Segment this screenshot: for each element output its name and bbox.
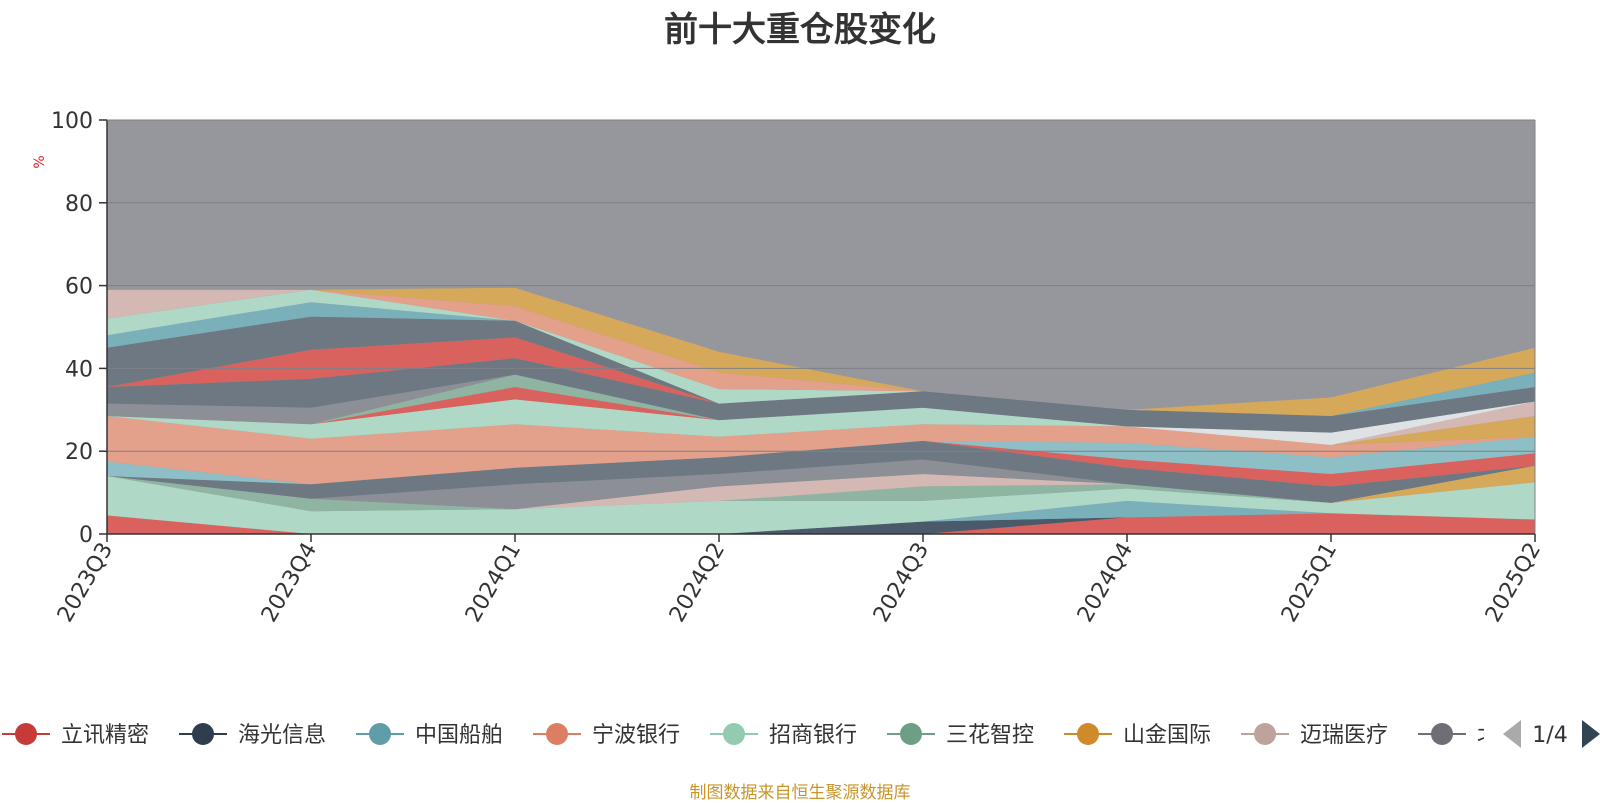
legend-marker	[15, 723, 37, 745]
legend-item[interactable]: 招商银行	[710, 723, 857, 748]
legend-label: 山金国际	[1123, 723, 1211, 748]
area-series-9[interactable]	[107, 440, 1535, 503]
axes	[106, 119, 1536, 535]
area-series-1[interactable]	[107, 513, 1535, 534]
x-tick-label: 2024Q4	[1073, 539, 1138, 627]
area-series-8[interactable]	[107, 459, 1535, 510]
x-tick-label: 2023Q4	[257, 539, 322, 627]
y-tick-label: 20	[65, 440, 93, 465]
x-tick-label: 2024Q1	[461, 539, 526, 627]
area-series-21[interactable]	[107, 337, 1535, 416]
legend-next-page-icon[interactable]	[1582, 720, 1600, 748]
legend-marker	[192, 723, 214, 745]
y-axis-label: %	[32, 155, 48, 168]
legend: 立讯精密 海光信息 中国船舶 宁波银行 招商银行 三花智控 山金国际 迈瑞医疗 北 1/4	[2, 720, 1600, 748]
y-tick-label: 80	[65, 192, 93, 217]
area-series-15[interactable]	[107, 374, 1535, 445]
legend-marker	[723, 723, 745, 745]
legend-label: 海光信息	[238, 723, 326, 748]
x-tick-label: 2025Q1	[1277, 539, 1342, 627]
area-series-23[interactable]	[107, 302, 1535, 416]
chart-title: 前十大重仓股变化	[664, 10, 936, 50]
legend-marker	[1254, 723, 1276, 745]
legend-marker	[900, 723, 922, 745]
y-tick-label: 100	[51, 109, 93, 134]
area-series-22[interactable]	[107, 316, 1535, 416]
area-series-17[interactable]	[107, 374, 1535, 445]
footer-source: 制图数据来自恒生聚源数据库	[689, 783, 911, 803]
legend-item-truncated[interactable]: 北	[1418, 723, 1499, 748]
legend-item[interactable]: 三花智控	[887, 723, 1034, 748]
legend-marker	[546, 723, 568, 745]
legend-page-indicator: 1/4	[1532, 723, 1567, 748]
legend-marker	[1431, 723, 1453, 745]
legend-label: 三花智控	[946, 723, 1034, 748]
legend-item[interactable]: 海光信息	[179, 723, 326, 748]
x-tick-label: 2025Q2	[1481, 539, 1546, 627]
area-series-20[interactable]	[107, 358, 1535, 433]
legend-label: 迈瑞医疗	[1300, 723, 1388, 748]
area-series-2[interactable]	[107, 500, 1535, 534]
legend-label: 中国船舶	[415, 723, 503, 748]
area-series-12[interactable]	[107, 416, 1535, 485]
area-series-group	[107, 120, 1535, 534]
area-series-24[interactable]	[107, 289, 1535, 416]
area-series-7[interactable]	[107, 465, 1535, 510]
area-series-11[interactable]	[107, 436, 1535, 485]
legend-item[interactable]: 山金国际	[1064, 723, 1211, 748]
legend-prev-page-icon[interactable]	[1503, 720, 1521, 748]
area-series-4[interactable]	[107, 476, 1535, 534]
y-tick-label: 40	[65, 357, 93, 382]
x-tick-label: 2023Q3	[53, 539, 118, 627]
legend-marker	[1077, 723, 1099, 745]
legend-label: 立讯精密	[61, 723, 149, 748]
x-ticks: 2023Q3 2023Q4 2024Q1 2024Q2 2024Q3 2024Q4 2025…	[53, 534, 1546, 627]
area-series-0[interactable]	[107, 513, 1535, 534]
y-ticks: 0 20 40 60 80 100	[51, 109, 107, 548]
x-tick-label: 2024Q2	[665, 539, 730, 627]
legend-item[interactable]: 立讯精密	[2, 723, 149, 748]
legend-item[interactable]: 迈瑞医疗	[1241, 723, 1388, 748]
legend-label-truncated: 北	[1477, 723, 1499, 748]
y-tick-label: 60	[65, 275, 93, 300]
legend-label: 招商银行	[769, 723, 857, 748]
legend-marker	[369, 723, 391, 745]
y-tick-label: 0	[79, 523, 93, 548]
area-series-13[interactable]	[107, 399, 1535, 445]
area-series-28[interactable]	[107, 120, 1535, 410]
legend-item[interactable]: 宁波银行	[533, 723, 680, 748]
x-tick-label: 2024Q3	[869, 539, 934, 627]
area-series-14[interactable]	[107, 387, 1535, 445]
legend-item[interactable]: 中国船舶	[356, 723, 503, 748]
legend-label: 宁波银行	[592, 723, 680, 748]
